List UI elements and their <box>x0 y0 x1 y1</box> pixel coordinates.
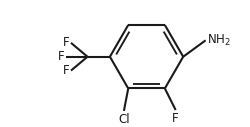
Text: NH$_2$: NH$_2$ <box>207 33 231 48</box>
Text: F: F <box>58 50 64 63</box>
Text: F: F <box>63 64 69 77</box>
Text: F: F <box>63 36 69 49</box>
Text: Cl: Cl <box>118 113 130 126</box>
Text: F: F <box>172 112 179 125</box>
